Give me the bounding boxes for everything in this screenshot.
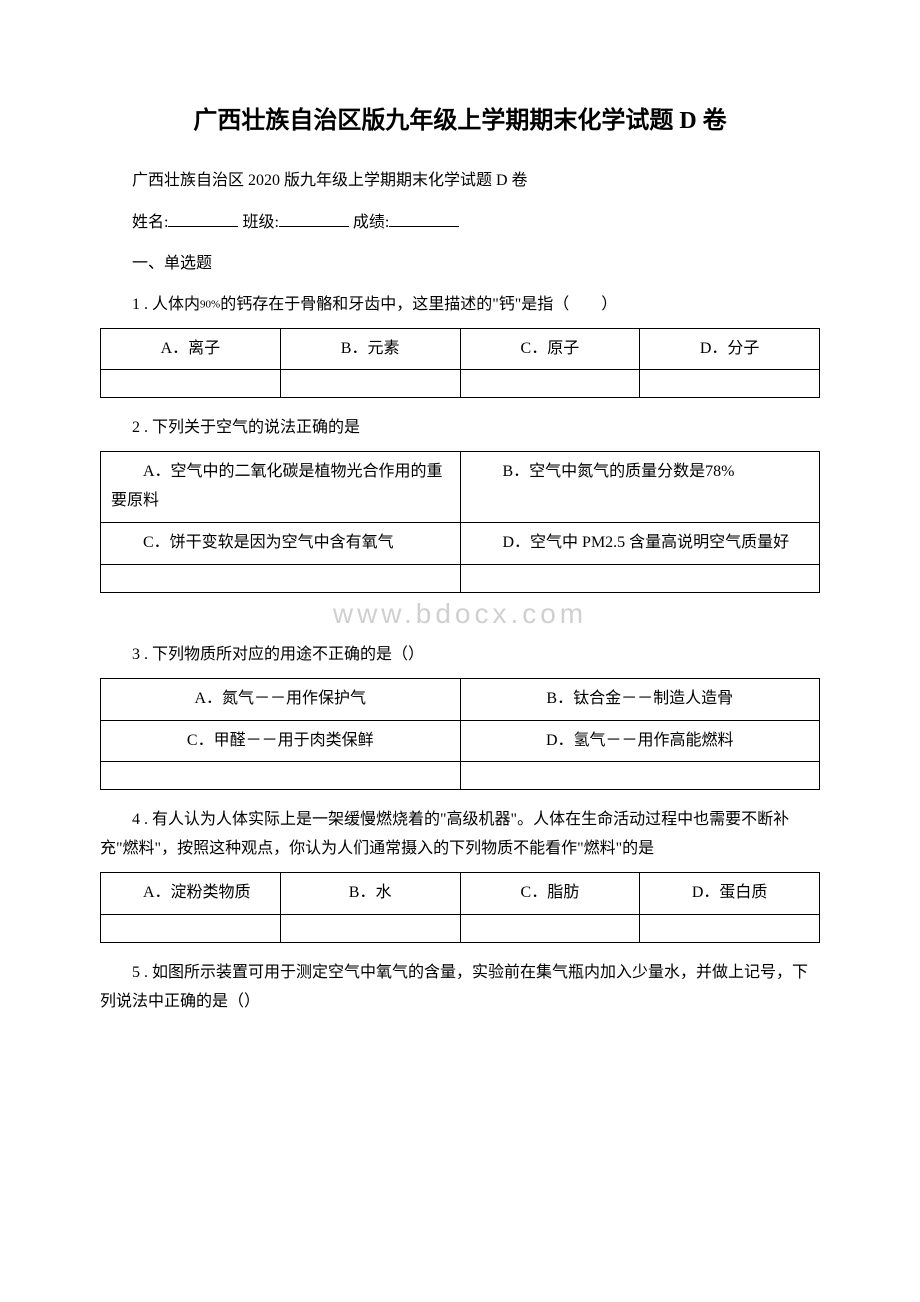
q1-option-a: A．离子 (101, 328, 281, 370)
q2-option-a: A．空气中的二氧化碳是植物光合作用的重要原料 (101, 452, 461, 523)
q2-option-c-text: C．饼干变软是因为空气中含有氧气 (111, 529, 450, 558)
question-4: 4 . 有人认为人体实际上是一架缓慢燃烧着的"高级机器"。人体在生命活动过程中也… (100, 806, 820, 864)
question-2: 2 . 下列关于空气的说法正确的是 (100, 414, 820, 443)
empty-cell (280, 370, 460, 398)
q1-suffix: 的钙存在于骨骼和牙齿中，这里描述的"钙"是指 (220, 296, 553, 313)
q2-option-a-text: A．空气中的二氧化碳是植物光合作用的重要原料 (111, 458, 450, 516)
q4-options-table: A．淀粉类物质 B．水 C．脂肪 D．蛋白质 (100, 872, 820, 943)
q1-prefix: 1 . 人体内 (132, 296, 200, 313)
q3-option-a: A．氮气－－用作保护气 (101, 678, 461, 720)
q1-option-b: B．元素 (280, 328, 460, 370)
table-row (101, 564, 820, 592)
q4-option-a-text: A．淀粉类物质 (111, 879, 270, 908)
q4-option-d: D．蛋白质 (640, 872, 820, 914)
name-blank[interactable] (168, 208, 238, 227)
q1-percent: 90% (200, 298, 220, 310)
q4-option-c: C．脂肪 (460, 872, 640, 914)
q2-option-b-text: B．空气中氮气的质量分数是78% (471, 458, 810, 487)
empty-cell (101, 762, 461, 790)
q2-option-d-text: D．空气中 PM2.5 含量高说明空气质量好 (471, 529, 810, 558)
table-row: A．离子 B．元素 C．原子 D．分子 (101, 328, 820, 370)
empty-cell (460, 564, 820, 592)
class-label: 班级: (242, 214, 278, 231)
q2-option-c: C．饼干变软是因为空气中含有氧气 (101, 522, 461, 564)
score-blank[interactable] (389, 208, 459, 227)
empty-cell (640, 914, 820, 942)
table-row (101, 914, 820, 942)
question-3: 3 . 下列物质所对应的用途不正确的是（） (100, 641, 820, 670)
q1-paren: （ ） (553, 296, 617, 313)
empty-cell (640, 370, 820, 398)
table-row (101, 762, 820, 790)
q1-option-c: C．原子 (460, 328, 640, 370)
student-info-line: 姓名: 班级: 成绩: (100, 208, 820, 238)
name-label: 姓名: (132, 214, 168, 231)
empty-cell (460, 762, 820, 790)
table-row: A．淀粉类物质 B．水 C．脂肪 D．蛋白质 (101, 872, 820, 914)
q4-option-a: A．淀粉类物质 (101, 872, 281, 914)
q3-options-table: A．氮气－－用作保护气 B．钛合金－－制造人造骨 C．甲醛－－用于肉类保鲜 D．… (100, 678, 820, 791)
empty-cell (101, 564, 461, 592)
class-blank[interactable] (279, 208, 349, 227)
q1-options-table: A．离子 B．元素 C．原子 D．分子 (100, 328, 820, 399)
page-title: 广西壮族自治区版九年级上学期期末化学试题 D 卷 (100, 100, 820, 143)
table-row: C．饼干变软是因为空气中含有氧气 D．空气中 PM2.5 含量高说明空气质量好 (101, 522, 820, 564)
question-1: 1 . 人体内90%的钙存在于骨骼和牙齿中，这里描述的"钙"是指（ ） (100, 291, 820, 320)
section-heading: 一、单选题 (100, 250, 820, 279)
watermark: www.bdocx.com (100, 589, 820, 639)
empty-cell (101, 914, 281, 942)
q4-option-b: B．水 (280, 872, 460, 914)
table-row: A．空气中的二氧化碳是植物光合作用的重要原料 B．空气中氮气的质量分数是78% (101, 452, 820, 523)
table-row: C．甲醛－－用于肉类保鲜 D．氢气－－用作高能燃料 (101, 720, 820, 762)
empty-cell (460, 914, 640, 942)
q2-options-table: A．空气中的二氧化碳是植物光合作用的重要原料 B．空气中氮气的质量分数是78% … (100, 451, 820, 592)
empty-cell (101, 370, 281, 398)
q2-option-d: D．空气中 PM2.5 含量高说明空气质量好 (460, 522, 820, 564)
score-label: 成绩: (353, 214, 389, 231)
subtitle: 广西壮族自治区 2020 版九年级上学期期末化学试题 D 卷 (100, 167, 820, 196)
empty-cell (460, 370, 640, 398)
q1-option-d: D．分子 (640, 328, 820, 370)
table-row: A．氮气－－用作保护气 B．钛合金－－制造人造骨 (101, 678, 820, 720)
q2-option-b: B．空气中氮气的质量分数是78% (460, 452, 820, 523)
table-row (101, 370, 820, 398)
q3-option-d: D．氢气－－用作高能燃料 (460, 720, 820, 762)
q3-option-c: C．甲醛－－用于肉类保鲜 (101, 720, 461, 762)
q3-option-b: B．钛合金－－制造人造骨 (460, 678, 820, 720)
question-5: 5 . 如图所示装置可用于测定空气中氧气的含量，实验前在集气瓶内加入少量水，并做… (100, 959, 820, 1017)
empty-cell (280, 914, 460, 942)
